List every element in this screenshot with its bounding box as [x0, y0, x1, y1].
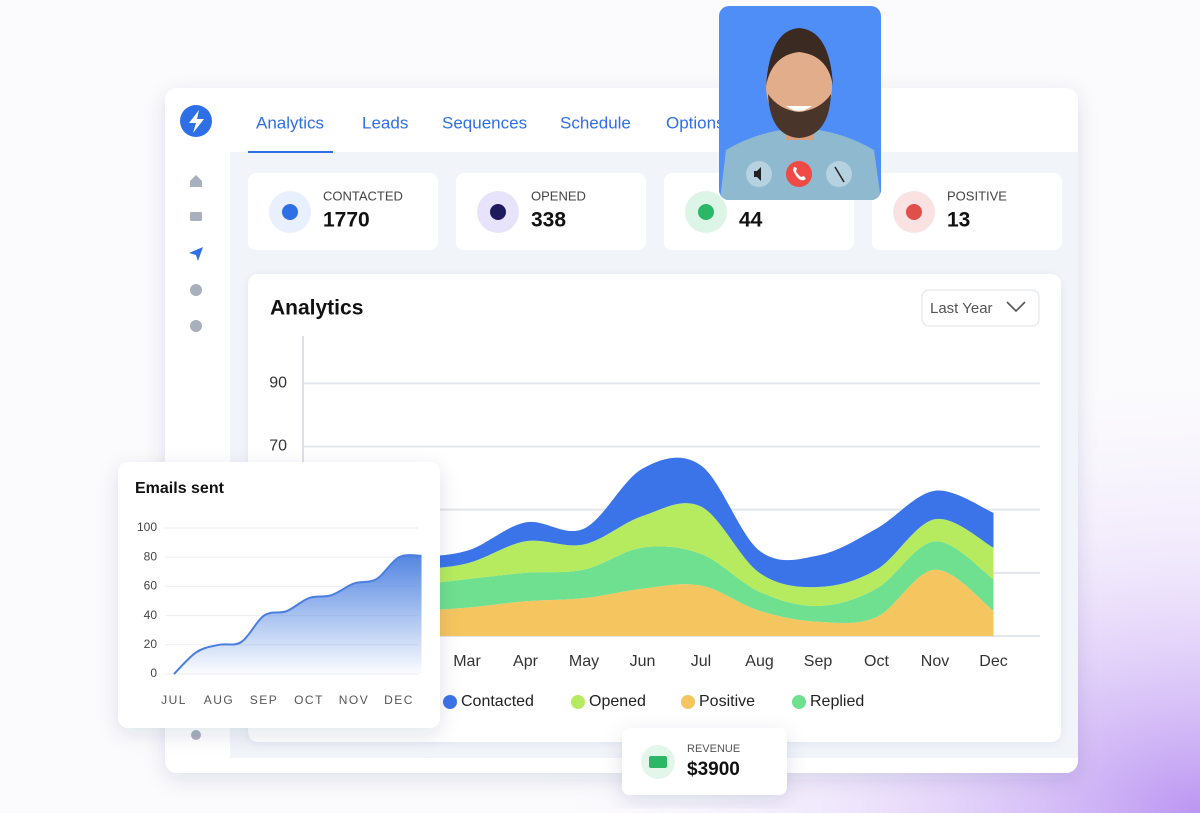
nav-tab[interactable]: Sequences: [442, 113, 527, 132]
y-tick-label: 0: [150, 666, 157, 680]
person-hair: [766, 28, 833, 86]
revenue-value: $3900: [687, 759, 740, 780]
stat-value: 1770: [323, 209, 370, 232]
mute-icon: [834, 166, 845, 183]
emails-sent-title: Emails sent: [135, 480, 225, 497]
revenue-icon: [649, 756, 667, 768]
x-tick-label: Mar: [453, 653, 481, 670]
x-tick-label: May: [569, 653, 599, 670]
x-tick-label: AUG: [204, 693, 235, 707]
nav-tab[interactable]: Leads: [362, 113, 408, 132]
x-tick-label: Jul: [691, 653, 711, 670]
period-dropdown[interactable]: [921, 289, 1040, 327]
x-tick-label: JUL: [161, 693, 187, 707]
x-tick-label: Sep: [804, 653, 833, 670]
x-tick-label: DEC: [384, 693, 414, 707]
stat-label: OPENED: [531, 188, 586, 203]
line-series: [173, 554, 422, 675]
legend-swatch: [443, 695, 457, 709]
legend-label: Replied: [810, 693, 864, 710]
logo-bolt: [189, 110, 204, 133]
hangup-icon: [793, 167, 806, 181]
nav-tab[interactable]: Schedule: [560, 113, 631, 132]
person-beard: [768, 94, 831, 138]
nav-tabs: Analytics Leads Sequences Schedule Options: [256, 113, 725, 132]
send-icon[interactable]: [189, 247, 203, 261]
x-tick-label: Oct: [864, 653, 889, 670]
user-icon[interactable]: [191, 730, 201, 740]
legend-label: Contacted: [461, 693, 534, 710]
stat-icon: [698, 204, 714, 220]
stat-icon: [906, 204, 922, 220]
nav-tab[interactable]: Options: [666, 113, 725, 132]
hangup-button[interactable]: [786, 161, 812, 187]
settings-icon[interactable]: [190, 320, 202, 332]
stat-label: POSITIVE: [947, 188, 1007, 203]
area-series: [350, 503, 994, 607]
y-tick-label: 100: [137, 520, 157, 534]
video-call: [719, 6, 881, 200]
analytics-chart: 1030507090JanFebMarAprMayJunJulAugSepOct…: [269, 336, 1040, 710]
x-tick-label: NOV: [339, 693, 370, 707]
analytics-title: Analytics: [270, 297, 363, 320]
legend-label: Positive: [699, 693, 755, 710]
x-tick-label: Apr: [513, 653, 539, 670]
area-series: [350, 457, 994, 588]
mail-icon[interactable]: [190, 212, 202, 221]
stat-cards: CONTACTED 1770 OPENED 338 44 POSITIVE 13: [248, 173, 1062, 250]
area-series: [350, 569, 994, 636]
dropdown-chevron: [1006, 301, 1026, 313]
home-icon[interactable]: [190, 175, 202, 187]
stat-value: 13: [947, 209, 970, 232]
person-smile: [786, 106, 812, 111]
x-tick-label: SEP: [250, 693, 279, 707]
chart-icon[interactable]: [190, 284, 202, 296]
area-series: [350, 541, 994, 624]
legend-swatch: [681, 695, 695, 709]
x-tick-label: OCT: [294, 693, 324, 707]
legend-swatch: [792, 695, 806, 709]
x-tick-label: Jun: [630, 653, 656, 670]
stat-label: CONTACTED: [323, 188, 403, 203]
revenue-label: REVENUE: [687, 743, 740, 755]
period-dropdown-label: Last Year: [930, 300, 993, 317]
speaker-icon: [754, 167, 761, 181]
nav-tab[interactable]: Analytics: [256, 113, 324, 132]
y-tick-label: 70: [269, 438, 287, 455]
stat-icon: [490, 204, 506, 220]
x-tick-label: Dec: [979, 653, 1007, 670]
y-tick-label: 90: [269, 375, 287, 392]
y-tick-label: 80: [144, 549, 158, 563]
legend-label: Opened: [589, 693, 646, 710]
x-tick-label: Aug: [745, 653, 773, 670]
y-tick-label: 40: [144, 608, 158, 622]
y-tick-label: 60: [144, 579, 158, 593]
stat-icon: [282, 204, 298, 220]
emails-sent-chart: 0 20 40 60 80 100 JUL AUG SEP OCT NOV DEC: [137, 520, 422, 707]
y-tick-label: 20: [144, 637, 158, 651]
x-tick-label: Nov: [921, 653, 949, 670]
revenue-card: [622, 728, 787, 795]
sidebar: [189, 175, 203, 740]
stat-value: 338: [531, 209, 566, 232]
legend-swatch: [571, 695, 585, 709]
stat-value: 44: [739, 209, 763, 232]
